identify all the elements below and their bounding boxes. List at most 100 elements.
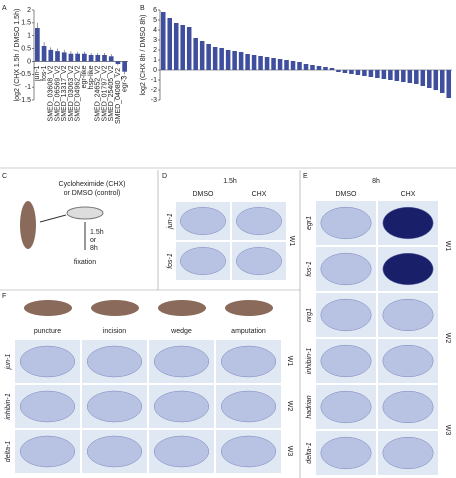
bar [95, 55, 101, 62]
bar [297, 62, 302, 70]
specimen [86, 345, 143, 378]
bar [108, 56, 114, 62]
specimen [382, 252, 434, 286]
row-label: fos-1 [167, 253, 174, 269]
bar [362, 70, 367, 76]
group-label: W1 [444, 241, 451, 252]
bar [55, 51, 60, 62]
specimen [382, 390, 434, 424]
y-tick-label: 2 [27, 7, 31, 14]
row-label: jun-1 [167, 213, 174, 230]
x-tick-label: fos-1 [41, 65, 48, 81]
row-label: inhibin-1 [306, 348, 313, 375]
bar [394, 70, 400, 81]
bar [303, 64, 309, 70]
x-tick-label: SMED_25405_V2 [108, 65, 115, 121]
row-label: delta-1 [306, 442, 313, 464]
time-label: 8h [90, 245, 98, 252]
bar [35, 28, 40, 62]
x-tick-label: SMED_03608_V2 [48, 65, 55, 121]
column-label: CHX [401, 191, 416, 198]
bar [264, 57, 270, 70]
row-label: inhibin-1 [5, 393, 12, 420]
column-label: CHX [252, 191, 267, 198]
x-tick-label: SMED_06569_V2 [54, 65, 61, 121]
bar [75, 53, 80, 62]
y-tick-label: -1 [151, 77, 157, 84]
bar [48, 49, 54, 62]
group-label: W2 [444, 333, 451, 344]
y-tick-label: 1 [27, 33, 31, 40]
row-label: fos-1 [306, 261, 313, 277]
row-label: delta-1 [5, 441, 12, 463]
treatment-label: or DMSO (control) [64, 190, 121, 197]
bar [219, 48, 224, 70]
specimen [382, 344, 434, 378]
y-tick-label: 1 [153, 57, 157, 64]
bar [180, 25, 185, 70]
y-tick-label: -2 [151, 87, 157, 94]
time-label: 8h [372, 178, 380, 185]
bar [355, 70, 361, 75]
bar [122, 61, 127, 72]
bar [277, 59, 283, 70]
specimen [19, 345, 76, 378]
bar [225, 50, 231, 70]
panel-letter: E [303, 173, 308, 180]
bar [102, 55, 107, 62]
bar [41, 46, 47, 62]
group-label: W3 [444, 425, 451, 436]
specimen [220, 435, 277, 468]
bar [414, 70, 419, 84]
x-tick-label: SMED_01797_V2 [101, 65, 108, 121]
y-tick-label: -1.5 [19, 97, 31, 104]
bar [407, 70, 413, 83]
specimen [220, 390, 277, 423]
separators [0, 167, 456, 478]
y-tick-label: 3 [153, 37, 157, 44]
bar [290, 61, 296, 70]
y-tick-label: 6 [153, 7, 157, 14]
specimen [236, 247, 282, 275]
time-label: 1.5h [223, 178, 237, 185]
bar [245, 54, 250, 70]
bar [433, 70, 439, 90]
bar [420, 70, 426, 86]
specimen [382, 298, 434, 332]
panel-letter: F [2, 293, 6, 300]
specimen [320, 298, 372, 332]
specimen [153, 390, 210, 423]
bar [167, 18, 173, 70]
y-tick-label: -3 [151, 97, 157, 104]
row-label: hadrian [306, 395, 313, 418]
x-tick-label: hsp-like [88, 65, 95, 89]
time-label: 1.5h [90, 229, 104, 236]
bar [401, 70, 406, 82]
row-label: jun-1 [5, 354, 12, 371]
bar [439, 70, 445, 93]
worm [20, 201, 36, 249]
bar [446, 70, 452, 98]
step-label: fixation [74, 259, 96, 266]
x-tick-label: jun-1 [34, 65, 41, 82]
bar [427, 70, 432, 88]
x-tick-label: SMED_13317_V2 [61, 65, 68, 121]
bar [238, 52, 244, 70]
x-tick-label: SMED_04080_V2 [115, 68, 122, 124]
bar [329, 68, 335, 70]
worm-cartoon [24, 300, 72, 316]
y-axis-label: log2 (CHX 8h / DMSO 8h) [140, 15, 147, 96]
bar [381, 70, 387, 79]
bar [212, 47, 218, 70]
specimen [320, 344, 372, 378]
specimen [382, 436, 434, 470]
bar [160, 12, 166, 70]
dish [66, 206, 104, 220]
panel-letter: D [162, 173, 167, 180]
specimen [153, 345, 210, 378]
panel-letter: C [2, 173, 7, 180]
bar [349, 70, 354, 74]
bar [336, 70, 341, 72]
worm-cartoon [225, 300, 273, 316]
